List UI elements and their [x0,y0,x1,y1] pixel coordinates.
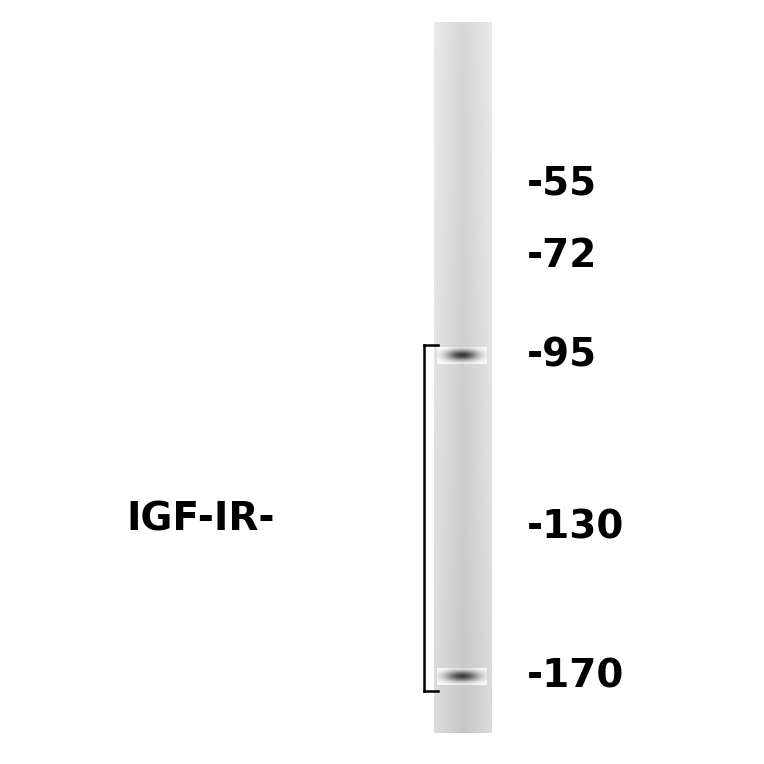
Text: -72: -72 [527,237,597,275]
Text: IGF-IR-: IGF-IR- [127,500,275,539]
Text: -170: -170 [527,657,624,695]
Text: -95: -95 [527,336,597,374]
Text: -130: -130 [527,508,624,546]
Text: -55: -55 [527,164,597,202]
